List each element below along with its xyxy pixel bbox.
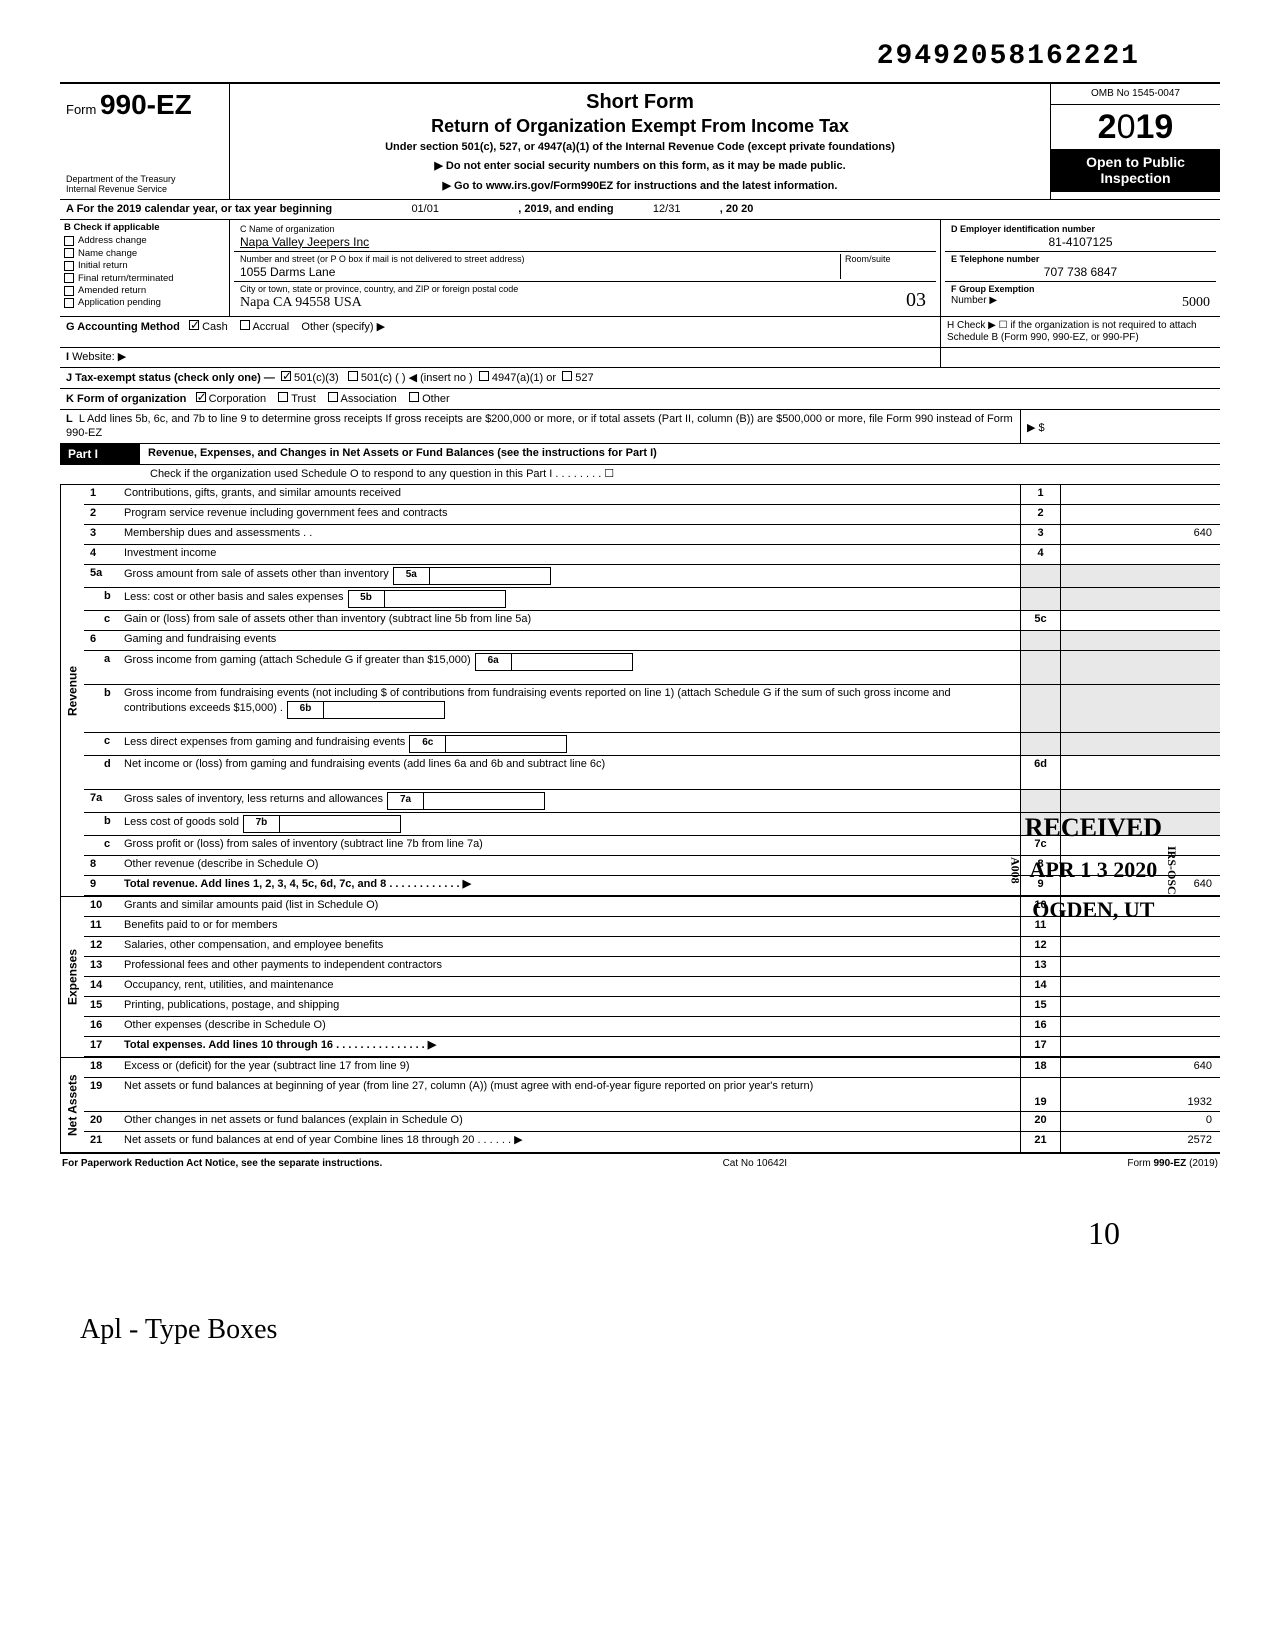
form-title-1: Short Form <box>238 90 1042 114</box>
line18-value: 640 <box>1060 1058 1220 1077</box>
chk-amended-return[interactable]: Amended return <box>64 285 225 296</box>
line-a-row: A For the 2019 calendar year, or tax yea… <box>60 200 1220 220</box>
tax-year: 20201919 <box>1051 105 1220 150</box>
tax-status-row: J Tax-exempt status (check only one) — 5… <box>60 368 1220 389</box>
note-url: ▶ Go to www.irs.gov/Form990EZ for instru… <box>238 180 1042 193</box>
d-label: D Employer identification number <box>951 224 1210 235</box>
telephone: 707 738 6847 <box>951 265 1210 279</box>
document-number: 29492058162221 <box>60 40 1220 74</box>
line3-value: 640 <box>1060 525 1220 544</box>
chk-501c3[interactable] <box>281 371 291 381</box>
org-name: Napa Valley Jeepers Inc <box>240 235 930 249</box>
handwriting-note: Apl - Type Boxes <box>60 1313 1220 1347</box>
accounting-row: G Accounting Method Cash Accrual Other (… <box>60 317 1220 348</box>
chk-trust[interactable] <box>278 392 288 402</box>
room-label: Room/suite <box>845 254 930 265</box>
chk-other-org[interactable] <box>409 392 419 402</box>
form-header: Form 990-EZ Department of the Treasury I… <box>60 82 1220 200</box>
addr-label: Number and street (or P O box if mail is… <box>240 254 840 265</box>
group-exemption-number: 5000 <box>1182 295 1210 312</box>
received-stamp: RECEIVED A008 APR 1 3 2020 IRS-OSC OGDEN… <box>1007 810 1180 926</box>
revenue-side-label: Revenue <box>60 485 84 896</box>
line-l-row: L L Add lines 5b, 6c, and 7b to line 9 t… <box>60 410 1220 443</box>
expenses-side-label: Expenses <box>60 897 84 1057</box>
net-assets-side-label: Net Assets <box>60 1058 84 1152</box>
note-ssn: ▶ Do not enter social security numbers o… <box>238 160 1042 173</box>
part1-check: Check if the organization used Schedule … <box>60 465 1220 485</box>
identity-block: B Check if applicable Address change Nam… <box>60 220 1220 317</box>
ein: 81-4107125 <box>951 235 1210 249</box>
page-footer: For Paperwork Reduction Act Notice, see … <box>60 1154 1220 1174</box>
f-label: F Group Exemption <box>951 284 1210 295</box>
chk-cash[interactable] <box>189 320 199 330</box>
net-assets-section: Net Assets 18Excess or (deficit) for the… <box>60 1058 1220 1154</box>
chk-address-change[interactable]: Address change <box>64 235 225 246</box>
form-title-2: Return of Organization Exempt From Incom… <box>238 116 1042 138</box>
chk-initial-return[interactable]: Initial return <box>64 260 225 271</box>
h-label: H Check ▶ ☐ if the organization is not r… <box>947 320 1197 343</box>
e-label: E Telephone number <box>951 254 1210 265</box>
part1-header: Part I Revenue, Expenses, and Changes in… <box>60 444 1220 465</box>
form-subtitle: Under section 501(c), 527, or 4947(a)(1)… <box>238 141 1042 154</box>
chk-association[interactable] <box>328 392 338 402</box>
chk-501c[interactable] <box>348 371 358 381</box>
chk-4947[interactable] <box>479 371 489 381</box>
f-number-label: Number ▶ <box>951 295 997 312</box>
line19-value: 1932 <box>1060 1078 1220 1111</box>
chk-corporation[interactable] <box>196 392 206 402</box>
omb-number: OMB No 1545-0047 <box>1051 84 1220 105</box>
stamp-03: 03 <box>906 288 926 312</box>
city-label: City or town, state or province, country… <box>240 284 930 295</box>
form-number: Form 990-EZ <box>66 88 223 122</box>
section-b-label: B Check if applicable <box>64 222 225 233</box>
chk-name-change[interactable]: Name change <box>64 248 225 259</box>
website-row: I Website: ▶ <box>60 348 1220 368</box>
line20-value: 0 <box>1060 1112 1220 1131</box>
handwritten-10: 10 <box>60 1214 1220 1252</box>
open-public-badge: Open to Public Inspection <box>1051 149 1220 192</box>
dept-treasury: Department of the Treasury Internal Reve… <box>66 175 223 195</box>
org-address: 1055 Darms Lane <box>240 265 840 279</box>
line21-value: 2572 <box>1060 1132 1220 1152</box>
chk-application-pending[interactable]: Application pending <box>64 297 225 308</box>
chk-527[interactable] <box>562 371 572 381</box>
org-form-row: K Form of organization Corporation Trust… <box>60 389 1220 410</box>
org-city: Napa CA 94558 USA <box>240 295 930 312</box>
chk-accrual[interactable] <box>240 320 250 330</box>
chk-final-return[interactable]: Final return/terminated <box>64 273 225 284</box>
c-label: C Name of organization <box>240 224 930 235</box>
